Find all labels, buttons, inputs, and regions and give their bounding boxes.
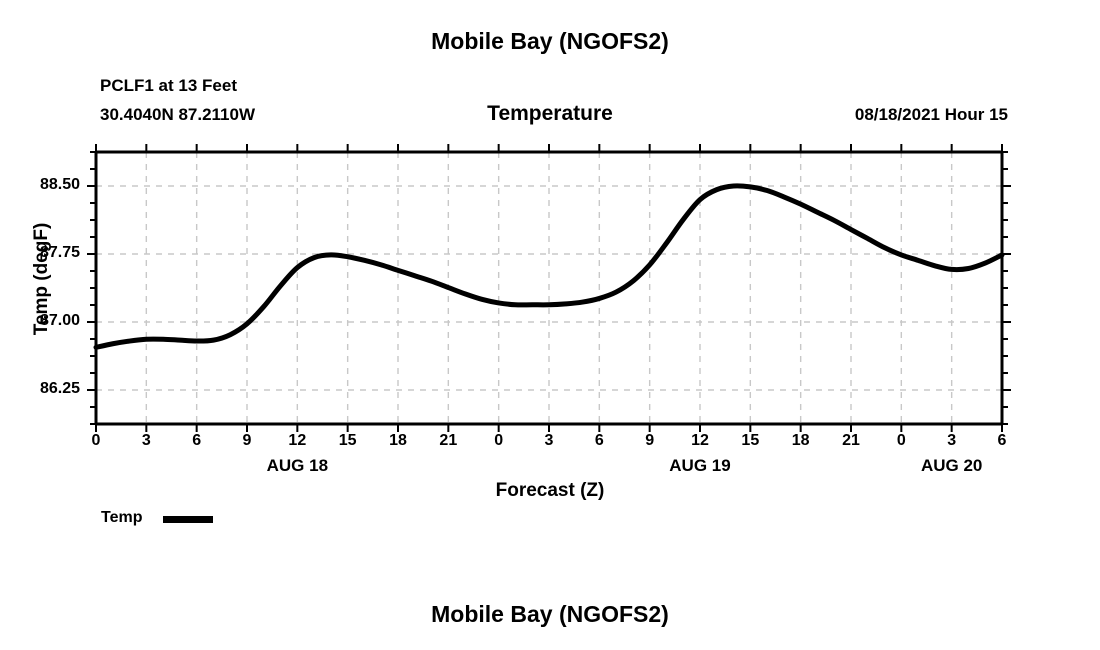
page-title-bottom: Mobile Bay (NGOFS2) — [431, 601, 669, 627]
page-title-top: Mobile Bay (NGOFS2) — [431, 28, 669, 54]
x-tick-label: 9 — [242, 432, 252, 449]
x-tick-label: 12 — [288, 432, 307, 449]
legend-entry-temp-swatch — [163, 516, 213, 523]
x-axis-label: Forecast (Z) — [495, 480, 605, 501]
forecast-timestamp: 08/18/2021 Hour 15 — [854, 105, 1008, 124]
x-tick-label: 6 — [594, 432, 604, 449]
y-tick-label: 87.75 — [39, 244, 80, 261]
y-tick-label: 86.25 — [39, 380, 80, 397]
x-tick-label: 0 — [896, 432, 906, 449]
x-tick-label: 12 — [691, 432, 709, 449]
x-tick-label: 18 — [389, 432, 407, 449]
legend-entry-temp-label: Temp — [101, 509, 143, 526]
x-tick-label: 0 — [494, 432, 504, 449]
x-tick-label: 21 — [842, 432, 860, 449]
station-name: PCLF1 at 13 Feet — [100, 76, 237, 95]
station-coordinates: 30.4040N 87.2110W — [100, 105, 256, 124]
chart-subtitle: Temperature — [487, 102, 613, 125]
x-day-label: AUG 19 — [669, 456, 731, 475]
data-series-temp — [93, 183, 1005, 350]
x-tick-label: 15 — [741, 432, 760, 449]
x-tick-label: 3 — [141, 432, 151, 449]
x-day-label: AUG 18 — [266, 456, 329, 475]
x-tick-label: 15 — [338, 432, 357, 449]
x-tick-label: 3 — [947, 432, 957, 449]
x-tick-label: 21 — [439, 432, 458, 449]
x-tick-label: 18 — [791, 432, 810, 449]
y-tick-label: 87.00 — [39, 312, 80, 329]
x-tick-label: 6 — [192, 432, 202, 449]
x-tick-label: 0 — [91, 432, 101, 449]
y-tick-label: 88.50 — [39, 176, 80, 193]
x-tick-label: 9 — [645, 432, 655, 449]
x-day-label: AUG 20 — [920, 456, 983, 475]
x-tick-label: 3 — [544, 432, 554, 449]
x-tick-label: 6 — [997, 432, 1007, 449]
